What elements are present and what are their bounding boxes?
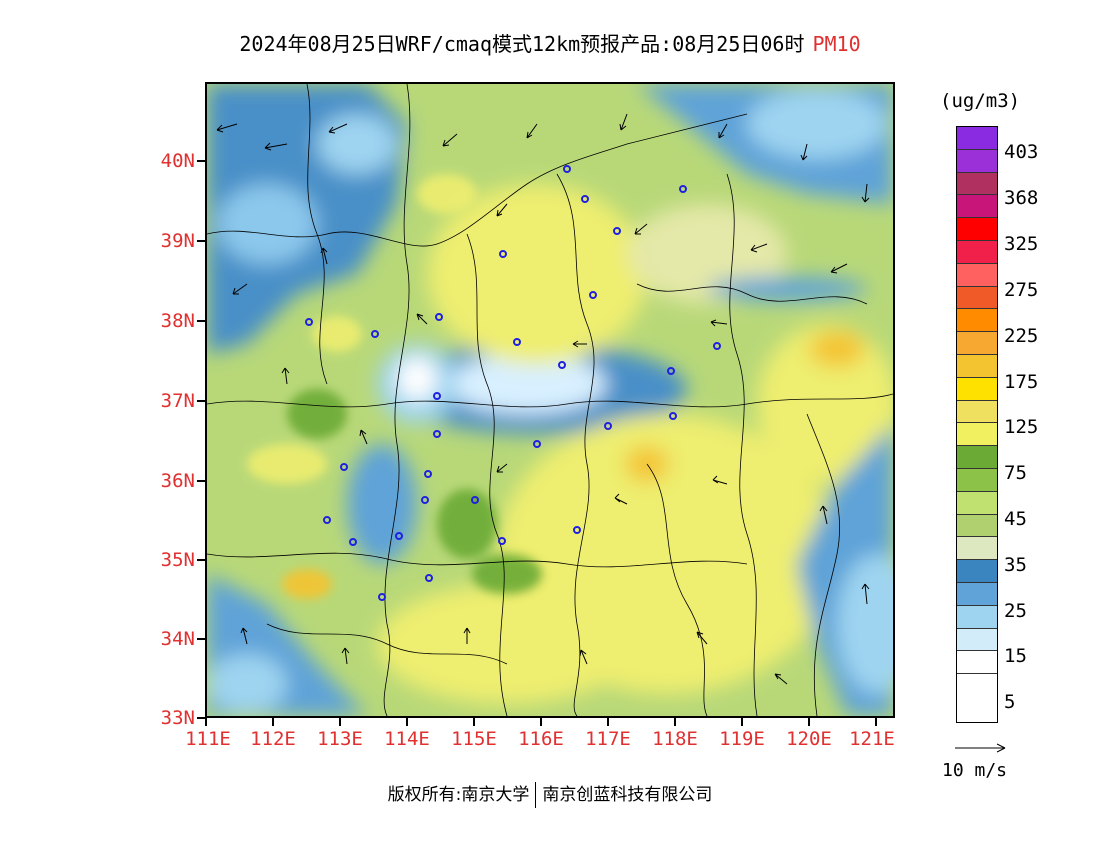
- lat-label-37n: 37N: [160, 390, 195, 412]
- legend-swatch: [957, 514, 997, 538]
- legend-swatch: [957, 195, 997, 219]
- legend-swatch: [957, 491, 997, 515]
- legend-unit: (ug/m3): [940, 90, 1021, 112]
- legend-swatch: [957, 149, 997, 173]
- legend-label-25: 25: [1004, 600, 1027, 622]
- lon-label-117e: 117E: [585, 728, 631, 750]
- lon-label-120e: 120E: [786, 728, 832, 750]
- legend-swatch: [957, 651, 997, 675]
- lat-tick: [197, 400, 205, 402]
- city-markers: [305, 165, 721, 601]
- lat-tick: [197, 320, 205, 322]
- lat-tick: [197, 638, 205, 640]
- copyright-separator: [535, 782, 537, 808]
- wind-reference-label: 10 m/s: [942, 760, 1008, 781]
- lat-tick: [197, 717, 205, 719]
- concentration-field: [207, 84, 893, 716]
- legend-swatch: [957, 560, 997, 583]
- legend-label-275: 275: [1004, 279, 1039, 301]
- legend-swatch: [957, 240, 997, 264]
- lat-tick: [197, 559, 205, 561]
- legend-swatch: [957, 468, 997, 492]
- lon-label-111e: 111E: [185, 728, 231, 750]
- legend-swatch: [957, 332, 997, 355]
- legend-label-403: 403: [1004, 141, 1039, 163]
- legend-swatch: [957, 537, 997, 561]
- lat-tick: [197, 160, 205, 162]
- legend-swatch: [957, 400, 997, 424]
- legend-swatch: [957, 127, 997, 150]
- lat-label-38n: 38N: [160, 310, 195, 332]
- lat-tick: [197, 240, 205, 242]
- title-text: 2024年08月25日WRF/cmaq模式12km预报产品:08月25日06时: [239, 32, 805, 56]
- legend-label-15: 15: [1004, 645, 1027, 667]
- lon-label-118e: 118E: [652, 728, 698, 750]
- lon-label-115e: 115E: [451, 728, 497, 750]
- lat-label-40n: 40N: [160, 150, 195, 172]
- legend-swatch: [957, 446, 997, 469]
- legend-swatch: [957, 354, 997, 378]
- legend-label-45: 45: [1004, 508, 1027, 530]
- lon-tick: [540, 718, 542, 726]
- copyright-owner: 版权所有:南京大学: [387, 785, 530, 805]
- legend-label-175: 175: [1004, 371, 1039, 393]
- lat-tick: [197, 480, 205, 482]
- legend-swatch: [957, 582, 997, 606]
- lat-label-35n: 35N: [160, 549, 195, 571]
- wind-reference-arrow: [955, 743, 1006, 753]
- wind-vectors: [216, 113, 870, 685]
- legend-label-35: 35: [1004, 554, 1027, 576]
- legend-swatch: [957, 377, 997, 401]
- lon-label-113e: 113E: [317, 728, 363, 750]
- legend-swatch: [957, 263, 997, 287]
- lon-tick: [607, 718, 609, 726]
- copyright-partner: 南京创蓝科技有限公司: [542, 785, 713, 805]
- lon-tick: [205, 718, 207, 726]
- map-title: 2024年08月25日WRF/cmaq模式12km预报产品:08月25日06时 P…: [0, 28, 1100, 57]
- lat-label-33n: 33N: [160, 707, 195, 729]
- lon-label-114e: 114E: [384, 728, 430, 750]
- legend-label-75: 75: [1004, 462, 1027, 484]
- pollutant-label: PM10: [812, 32, 861, 56]
- lon-tick: [808, 718, 810, 726]
- legend-swatch: [957, 628, 997, 652]
- legend-label-325: 325: [1004, 233, 1039, 255]
- lat-label-36n: 36N: [160, 470, 195, 492]
- legend-swatch: [957, 218, 997, 241]
- forecast-map: [205, 82, 895, 718]
- lat-label-34n: 34N: [160, 628, 195, 650]
- lon-tick: [741, 718, 743, 726]
- legend-swatch: [957, 286, 997, 310]
- lon-label-116e: 116E: [518, 728, 564, 750]
- lon-label-112e: 112E: [250, 728, 296, 750]
- lon-tick: [339, 718, 341, 726]
- legend-label-368: 368: [1004, 187, 1039, 209]
- legend-swatch: [957, 605, 997, 629]
- lon-tick: [272, 718, 274, 726]
- lon-label-121e: 121E: [849, 728, 895, 750]
- copyright-line: 版权所有:南京大学 南京创蓝科技有限公司: [0, 780, 1100, 808]
- lon-tick: [875, 718, 877, 726]
- legend-swatch: [957, 309, 997, 333]
- boundary-lines: [207, 84, 893, 716]
- legend-label-5: 5: [1004, 691, 1016, 713]
- legend-label-225: 225: [1004, 325, 1039, 347]
- legend-swatch: [957, 423, 997, 447]
- lon-tick: [406, 718, 408, 726]
- lon-tick: [473, 718, 475, 726]
- lat-label-39n: 39N: [160, 230, 195, 252]
- legend-swatch: [957, 172, 997, 196]
- color-legend: [957, 127, 997, 675]
- legend-label-125: 125: [1004, 416, 1039, 438]
- lon-label-119e: 119E: [719, 728, 765, 750]
- lon-tick: [674, 718, 676, 726]
